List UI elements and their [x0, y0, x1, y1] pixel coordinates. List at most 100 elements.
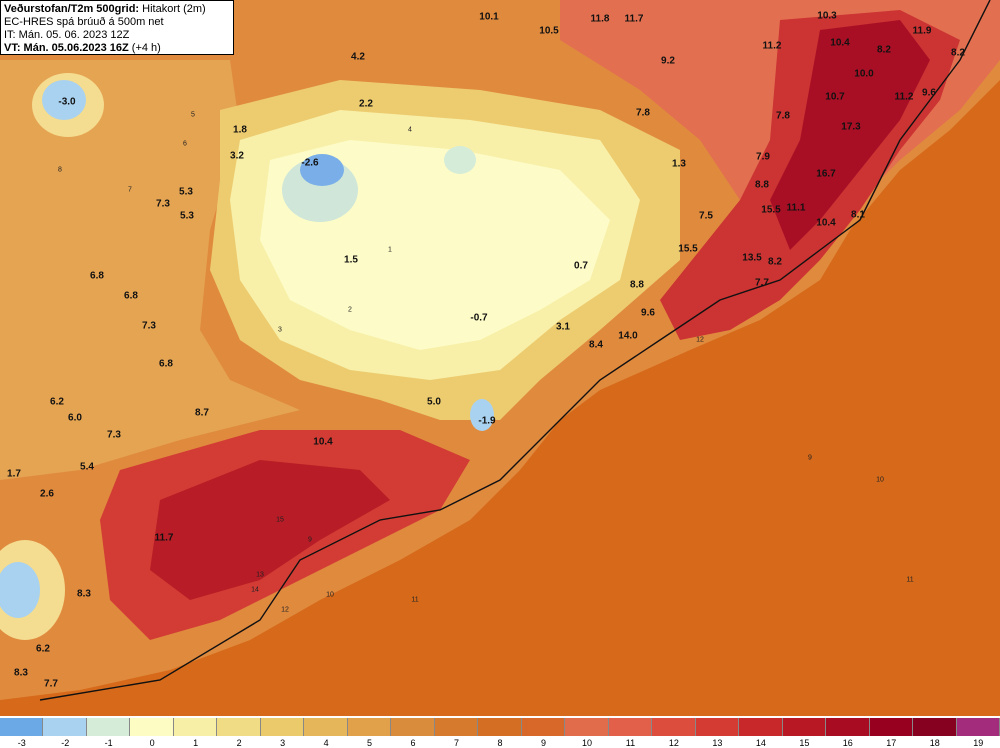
contour-label: 1 [388, 246, 392, 254]
temperature-label: 6.8 [159, 358, 173, 370]
legend-swatch [913, 718, 957, 736]
temperature-map [0, 0, 1000, 701]
legend-swatch [434, 718, 479, 736]
contour-label: 10 [876, 476, 884, 484]
glacier-core [300, 154, 344, 186]
temperature-label: 1.8 [233, 124, 247, 136]
temperature-label: 8.2 [768, 256, 782, 268]
temperature-label: 1.7 [7, 468, 21, 480]
temperature-label: 13.5 [742, 252, 762, 264]
temperature-label: 8.2 [877, 44, 891, 56]
glacier-south [470, 399, 494, 431]
glacier-west-core [0, 562, 40, 618]
temperature-label: 15.5 [761, 204, 781, 216]
legend-swatch [43, 718, 87, 736]
contour-label: 5 [191, 111, 195, 119]
legend-tick-label: 9 [540, 738, 546, 748]
map-header: Veðurstofan/T2m 500grid: Hitakort (2m) E… [0, 0, 234, 55]
legend-tick-label: -1 [104, 738, 113, 748]
contour-label: 13 [256, 571, 264, 579]
legend-swatch [347, 718, 392, 736]
legend-swatch [608, 718, 653, 736]
temperature-label: 1.5 [344, 254, 358, 266]
temperature-label: 2.2 [359, 98, 373, 110]
header-title-suffix: Hitakort (2m) [142, 3, 206, 15]
temperature-label: 10.4 [816, 217, 836, 229]
temperature-label: 9.6 [922, 87, 936, 99]
legend-tick-label: 8 [497, 738, 503, 748]
temperature-label: 7.8 [636, 107, 650, 119]
legend-swatch [217, 718, 261, 736]
temperature-label: 7.3 [156, 198, 170, 210]
header-lead-time: (+4 h) [131, 42, 161, 54]
temperature-label: 3.1 [556, 321, 570, 333]
temperature-label: 5.0 [427, 396, 441, 408]
coastline [39, 0, 991, 701]
temperature-label: 5.3 [179, 186, 193, 198]
legend-swatch [478, 718, 522, 736]
temperature-label: 5.4 [80, 461, 94, 473]
legend-tick-label: 10 [581, 738, 592, 748]
temperature-label: 15.5 [678, 243, 698, 255]
legend-swatch [652, 718, 696, 736]
temperature-label: 10.0 [854, 68, 874, 80]
temperature-label: 10.3 [817, 10, 837, 22]
legend-tick-label: 18 [929, 738, 940, 748]
legend-tick-label: 19 [973, 738, 984, 748]
temperature-label: 4.2 [351, 51, 365, 63]
legend-tick-label: 2 [236, 738, 242, 748]
temperature-label: 6.2 [50, 396, 64, 408]
legend-swatch [956, 718, 1000, 736]
temperature-label: 11.9 [912, 25, 932, 37]
legend-swatch [86, 718, 131, 736]
legend-tick-label: 13 [712, 738, 723, 748]
legend-swatch [782, 718, 827, 736]
legend-swatch [173, 718, 218, 736]
legend-tick-label: 11 [625, 738, 636, 748]
legend-tick-label: 6 [410, 738, 416, 748]
contour-label: 4 [408, 126, 412, 134]
temperature-label: 10.1 [479, 11, 499, 23]
east-hottest [770, 20, 930, 250]
legend-tick-label: 12 [668, 738, 679, 748]
legend-tick-label: 3 [280, 738, 286, 748]
legend-tick-label: 7 [454, 738, 460, 748]
contour-label: 11 [411, 596, 419, 604]
temperature-label: -0.7 [470, 312, 488, 324]
header-model: EC-HRES spá brúuð á 500m net [4, 16, 164, 28]
temperature-label: 6.8 [124, 290, 138, 302]
legend-swatch [826, 718, 870, 736]
temperature-label: 6.2 [36, 643, 50, 655]
temperature-label: 2.6 [40, 488, 54, 500]
temperature-label: 8.4 [589, 339, 603, 351]
legend-tick-label: 14 [755, 738, 766, 748]
temperature-label: 11.7 [624, 13, 644, 25]
temperature-label: -3.0 [58, 96, 76, 108]
temperature-label: 7.7 [44, 678, 58, 690]
legend-tick-label: 5 [367, 738, 373, 748]
temperature-label: 8.3 [14, 667, 28, 679]
contour-label: 7 [128, 186, 132, 194]
header-valid-time: VT: Mán. 05.06.2023 16Z [4, 42, 129, 54]
south-hottest [150, 460, 390, 600]
temperature-label: 7.9 [756, 151, 770, 163]
legend-swatch [0, 718, 44, 736]
temperature-label: 8.3 [77, 588, 91, 600]
temperature-label: -2.6 [301, 157, 319, 169]
temperature-label: 6.8 [90, 270, 104, 282]
legend-swatch [565, 718, 609, 736]
temperature-label: 11.7 [154, 532, 174, 544]
contour-label: 15 [276, 516, 284, 524]
temperature-label: 8.2 [951, 47, 965, 59]
temperature-label: 7.5 [699, 210, 713, 222]
legend-tick-label: -3 [17, 738, 26, 748]
contour-label: 14 [251, 586, 259, 594]
contour-label: 12 [281, 606, 289, 614]
temperature-label: 10.4 [830, 37, 850, 49]
temperature-label: 1.3 [672, 158, 686, 170]
temperature-label: 8.7 [195, 407, 209, 419]
legend-tick-label: -2 [61, 738, 70, 748]
contour-label: 9 [808, 454, 812, 462]
legend-tick-label: 17 [886, 738, 897, 748]
temperature-label: 7.3 [107, 429, 121, 441]
